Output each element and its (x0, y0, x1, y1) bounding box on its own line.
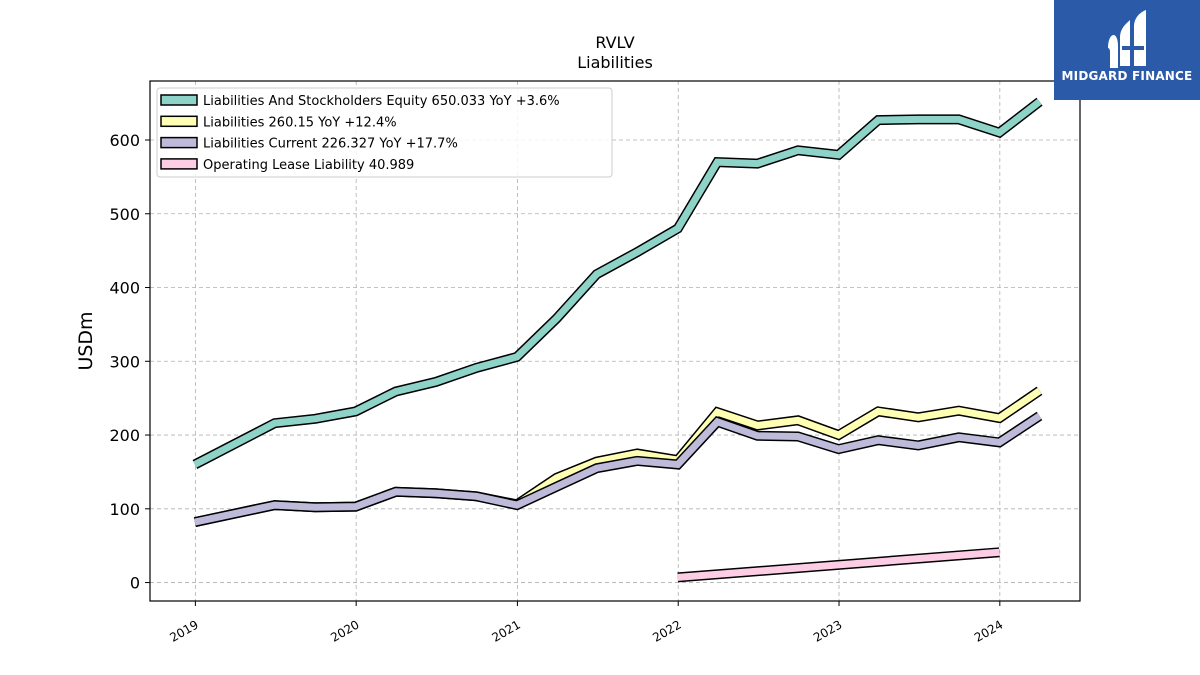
legend-swatch (160, 94, 198, 106)
y-tick-label: 100 (109, 500, 140, 519)
plot-lines (192, 97, 1043, 583)
plot-frame (149, 80, 1081, 602)
chart-subtitle: Liabilities (577, 53, 653, 72)
x-tick-label: 2019 (167, 617, 200, 644)
x-tick-label: 2020 (328, 617, 361, 644)
axis-ticks: 0 100 200 300 400 500 600 2019 2020 2021 2022 2023 2… (109, 131, 1005, 645)
logo-mark-icon (1108, 10, 1146, 68)
series-core (193, 98, 1042, 468)
brand-logo: MIDGARD FINANCE (1054, 0, 1200, 100)
legend-swatch (160, 115, 198, 128)
y-tick-label: 600 (109, 131, 140, 150)
x-tick-label: 2023 (811, 617, 844, 644)
legend-swatch (160, 136, 198, 149)
legend-label: Liabilities 260.15 YoY +12.4% (203, 115, 397, 130)
y-tick-label: 500 (109, 205, 140, 224)
series-line-2 (193, 411, 1043, 527)
legend-box (156, 87, 613, 178)
legend-swatch (160, 158, 198, 170)
legend-label: Liabilities Current 226.327 YoY +17.7% (203, 137, 458, 152)
legend-label: Liabilities And Stockholders Equity 650.… (203, 94, 560, 109)
y-tick-label: 200 (109, 426, 140, 445)
series-core (194, 412, 1042, 526)
series-core (677, 548, 1000, 581)
y-tick-label: 0 (130, 574, 140, 593)
chart-title: RVLV (595, 33, 634, 52)
y-axis-label: USDm (75, 311, 97, 370)
y-tick-label: 400 (109, 279, 140, 298)
y-tick-label: 300 (109, 352, 140, 371)
x-tick-label: 2022 (650, 617, 683, 644)
brand-name: MIDGARD FINANCE (1061, 69, 1193, 83)
x-tick-label: 2021 (489, 617, 522, 644)
legend: Liabilities And Stockholders Equity 650.… (156, 87, 613, 178)
series-line-3 (677, 547, 1000, 583)
series-line-0 (192, 97, 1043, 469)
legend-label: Operating Lease Liability 40.989 (203, 158, 414, 173)
x-tick-label: 2024 (972, 617, 1005, 644)
